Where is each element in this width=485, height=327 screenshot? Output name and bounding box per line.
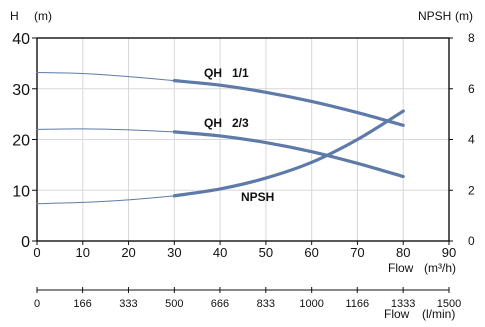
left-tick-label: 10: [12, 183, 30, 200]
secondary-tick-label: 666: [211, 298, 229, 310]
right-tick-label: 4: [468, 133, 475, 147]
right-tick-label: 6: [468, 82, 475, 96]
series-thin-line: [36, 195, 175, 205]
series-label: NPSH: [241, 190, 274, 204]
x-axis-primary-label: Flow: [388, 261, 414, 275]
left-axis-unit: (m): [34, 9, 52, 23]
left-tick-label: 0: [21, 234, 30, 251]
secondary-tick-label: 333: [119, 298, 137, 310]
bottom-tick-label: 20: [121, 245, 135, 260]
series-label: QH 1/1: [204, 66, 249, 80]
x-axis-secondary-label: Flow: [384, 307, 410, 321]
left-axis-title: H: [10, 9, 19, 23]
secondary-tick-label: 0: [34, 298, 40, 310]
right-tick-label: 8: [468, 31, 475, 45]
bottom-tick-label: 70: [350, 245, 364, 260]
series-thin-line: [36, 72, 175, 82]
bottom-tick-label: 40: [213, 245, 227, 260]
bottom-tick-label: 60: [304, 245, 318, 260]
secondary-tick-label: 1333: [391, 298, 415, 310]
series-thin-line: [36, 128, 175, 133]
secondary-tick-label: 1166: [345, 298, 369, 310]
left-tick-label: 20: [12, 133, 30, 150]
bottom-tick-label: 90: [442, 245, 456, 260]
right-axis-title: NPSH: [418, 9, 451, 23]
secondary-tick-label: 166: [73, 298, 91, 310]
x-axis-secondary-unit: (l/min): [422, 307, 455, 321]
left-tick-label: 40: [12, 31, 30, 48]
series-group-0: [36, 72, 405, 127]
series-thick-line: [172, 109, 405, 198]
x-axis-primary-unit: (m³/h): [424, 261, 456, 275]
left-tick-label: 30: [12, 82, 30, 99]
bottom-tick-label: 50: [259, 245, 273, 260]
secondary-tick-label: 1000: [299, 298, 323, 310]
bottom-tick-label: 80: [396, 245, 410, 260]
right-tick-label: 2: [468, 183, 475, 197]
series-label: QH 2/3: [204, 116, 249, 130]
bottom-tick-label: 30: [167, 245, 181, 260]
right-tick-label: 0: [468, 234, 475, 248]
right-axis-unit: (m): [455, 9, 473, 23]
secondary-tick-label: 833: [257, 298, 275, 310]
series-group-2: [36, 109, 405, 205]
secondary-tick-label: 500: [165, 298, 183, 310]
bottom-tick-label: 0: [33, 245, 40, 260]
series-thick-line: [172, 79, 405, 127]
secondary-tick-label: 1500: [437, 298, 461, 310]
series-group-1: [36, 128, 405, 179]
series-thick-line: [172, 130, 405, 179]
bottom-tick-label: 10: [76, 245, 90, 260]
